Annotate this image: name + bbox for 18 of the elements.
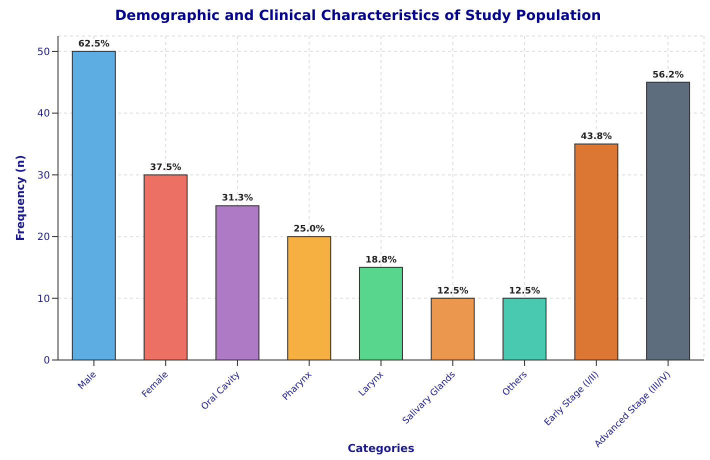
y-tick-label: 0: [44, 356, 50, 367]
annotation: 62.5%: [78, 39, 110, 50]
chart-title: Demographic and Clinical Characteristics of Study Population: [114, 8, 602, 26]
annotation: 25.0%: [294, 224, 325, 235]
annotation: 12.5%: [437, 286, 468, 296]
annotation: 31.3%: [222, 194, 254, 204]
y-tick-label: 30: [37, 170, 50, 182]
y-tick-label: 50: [37, 46, 50, 58]
y-tick-label: 10: [37, 294, 50, 305]
y-tick-label: 20: [37, 232, 50, 244]
annotation: 56.2%: [652, 70, 684, 80]
y-axis-title: Frequency (n): [14, 154, 27, 242]
annotation: 43.8%: [580, 132, 612, 142]
annotation: 18.8%: [365, 255, 397, 266]
y-tick-label: 40: [37, 108, 50, 120]
annotation: 37.5%: [150, 162, 182, 173]
x-axis-title: Categories: [348, 442, 415, 455]
annotation: 12.5%: [508, 286, 540, 296]
